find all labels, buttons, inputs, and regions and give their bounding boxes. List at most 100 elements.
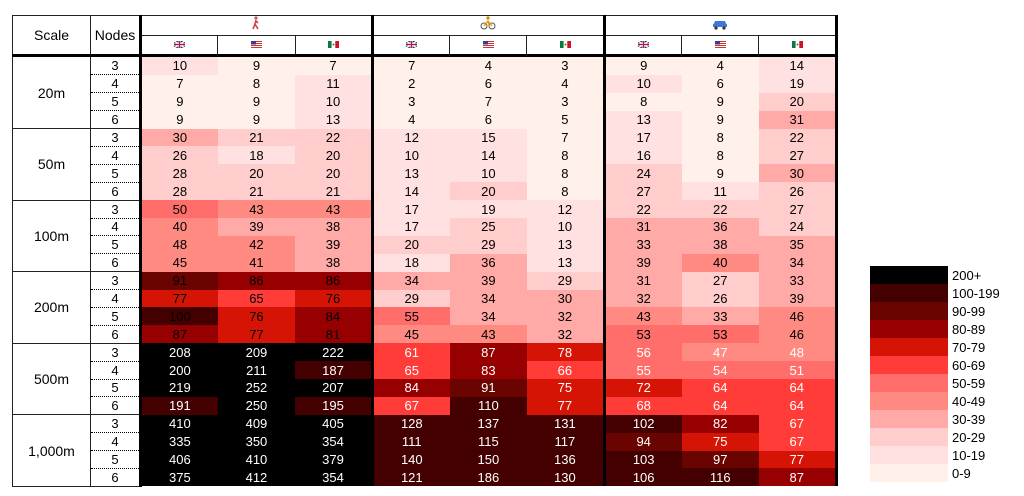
heatmap-cell: 39 [758, 289, 838, 308]
heatmap-cell: 39 [449, 271, 527, 290]
heatmap-cell: 35 [758, 235, 838, 254]
heatmap-cell: 222 [295, 343, 374, 362]
heatmap-cell: 17 [370, 218, 450, 236]
legend-swatch [870, 446, 948, 464]
heatmap-cell: 335 [138, 432, 218, 451]
heatmap-cell: 409 [217, 414, 296, 433]
heatmap-cell: 13 [370, 164, 450, 183]
legend-swatch [870, 320, 948, 338]
heatmap-cell: 350 [217, 432, 296, 451]
heatmap-cell: 250 [217, 396, 296, 415]
color-legend: 200+ 100-199 90-99 80-89 70-79 60-69 50-59 40-4… [870, 266, 1000, 482]
heatmap-cell: 13 [602, 110, 682, 129]
heatmap-cell: 31 [602, 218, 682, 236]
table-row: 4 26 18 20 10 14 8 16 8 27 [13, 146, 838, 165]
driving-us-header [681, 35, 760, 57]
heatmap-cell: 48 [138, 235, 218, 254]
table-row: 50m 3 30 21 22 12 15 7 17 8 22 [12, 128, 838, 201]
legend-item: 20-29 [870, 428, 1000, 446]
heatmap-cell: 9 [681, 164, 759, 183]
legend-swatch [870, 356, 948, 374]
heatmap-cell: 86 [295, 271, 374, 290]
heatmap-cell: 91 [449, 379, 527, 397]
heatmap-cell: 10 [526, 218, 606, 236]
legend-label: 10-19 [952, 447, 986, 463]
table-row: 6 87 77 81 45 43 32 53 53 46 [13, 325, 838, 344]
heatmap-cell: 64 [758, 379, 838, 397]
walking-person-icon [252, 16, 260, 30]
heatmap-cell: 48 [758, 343, 838, 362]
heatmap-cell: 43 [449, 325, 527, 344]
heatmap-cell: 77 [217, 325, 296, 344]
heatmap-cell: 68 [602, 396, 682, 415]
table-row: 6 375 412 354 121 186 130 106 116 87 [13, 468, 838, 487]
nodes-label: 3 [90, 414, 141, 434]
heatmap-cell: 131 [526, 414, 606, 433]
heatmap-cell: 43 [602, 307, 682, 326]
legend-label: 200+ [952, 267, 982, 283]
legend-item: 200+ [870, 266, 1000, 284]
heatmap-cell: 4 [449, 55, 527, 75]
table-row: 5 406 410 379 140 150 136 103 97 77 [13, 450, 838, 469]
nodes-label: 5 [90, 307, 141, 326]
heatmap-cell: 72 [602, 379, 682, 397]
heatmap-cell: 252 [217, 379, 296, 397]
heatmap-cell: 8 [526, 182, 606, 201]
heatmap-cell: 8 [217, 74, 296, 93]
legend-item: 40-49 [870, 392, 1000, 410]
table-row: 4 7 8 11 2 6 4 10 6 19 [13, 74, 838, 94]
heatmap-cell: 75 [526, 379, 606, 397]
heatmap-cell: 33 [602, 235, 682, 254]
heatmap-cell: 87 [449, 343, 527, 362]
legend-item: 90-99 [870, 302, 1000, 320]
nodes-label: 5 [90, 450, 141, 469]
heatmap-cell: 10 [449, 164, 527, 183]
heatmap-cell: 12 [370, 128, 450, 147]
table-row: 6 191 250 195 67 110 77 68 64 64 [13, 396, 838, 416]
mexico-flag-icon [791, 41, 803, 49]
heatmap-cell: 9 [138, 92, 218, 111]
nodes-label: 4 [90, 432, 141, 452]
heatmap-cell: 379 [295, 450, 374, 469]
heatmap-cell: 84 [295, 307, 374, 326]
heatmap-cell: 9 [681, 110, 759, 129]
legend-swatch [870, 410, 948, 428]
heatmap-cell: 211 [217, 361, 296, 380]
heatmap-cell: 354 [295, 468, 374, 487]
heatmap-cell: 54 [681, 361, 759, 380]
heatmap-cell: 9 [217, 92, 296, 111]
uk-flag-icon [406, 41, 418, 49]
heatmap-cell: 43 [217, 200, 296, 219]
heatmap-cell: 412 [217, 468, 296, 487]
heatmap-cell: 6 [681, 74, 759, 93]
heatmap-cell: 75 [681, 432, 759, 451]
heatmap-cell: 3 [526, 92, 606, 111]
heatmap-cell: 34 [449, 307, 527, 326]
heatmap-cell: 67 [758, 414, 838, 433]
heatmap-cell: 34 [449, 289, 527, 308]
heatmap-cell: 13 [526, 253, 606, 272]
heatmap-cell: 67 [758, 432, 838, 451]
legend-label: 50-59 [952, 375, 986, 391]
heatmap-cell: 87 [758, 468, 838, 487]
heatmap-cell: 91 [138, 271, 218, 290]
heatmap-cell: 33 [681, 307, 759, 326]
us-flag-icon [482, 41, 494, 49]
table-row: 6 28 21 21 14 20 8 27 11 26 [13, 182, 838, 201]
legend-label: 30-39 [952, 411, 986, 427]
heatmap-cell: 22 [681, 200, 759, 219]
legend-swatch [870, 374, 948, 392]
heatmap-cell: 46 [758, 325, 838, 344]
heatmap-cell: 21 [217, 182, 296, 201]
legend-item: 70-79 [870, 338, 1000, 356]
heatmap-cell: 103 [602, 450, 682, 469]
heatmap-cell: 31 [602, 271, 682, 290]
heatmap-cell: 38 [295, 218, 374, 236]
heatmap-cell: 18 [370, 253, 450, 272]
legend-swatch [870, 428, 948, 446]
heatmap-cell: 61 [370, 343, 450, 362]
nodes-label: 6 [90, 396, 141, 416]
heatmap-cell: 20 [295, 146, 374, 165]
heatmap-cell: 39 [602, 253, 682, 272]
legend-label: 20-29 [952, 429, 986, 445]
